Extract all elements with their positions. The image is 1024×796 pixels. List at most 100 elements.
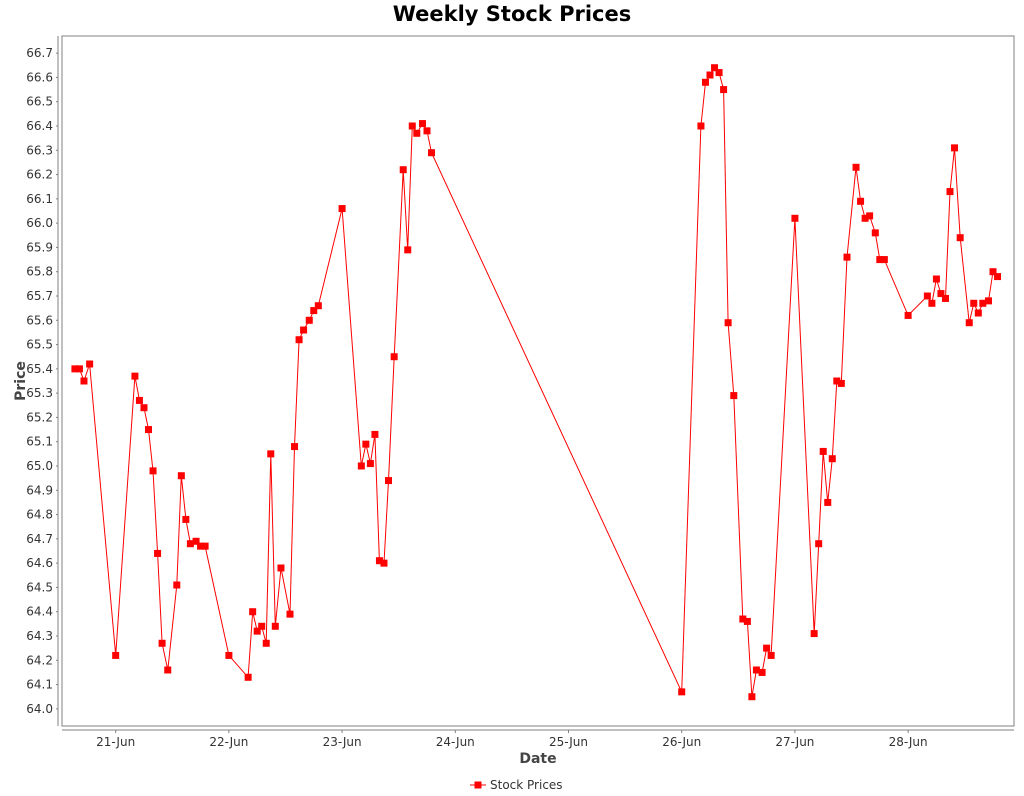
y-tick-label: 66.1 (26, 192, 53, 206)
data-point (815, 540, 823, 548)
data-point (970, 299, 978, 307)
y-tick-label: 66.5 (26, 95, 53, 109)
data-point (923, 292, 931, 300)
y-tick-label: 65.5 (26, 338, 53, 352)
data-point (857, 197, 865, 205)
y-tick-label: 64.9 (26, 483, 53, 497)
chart-title: Weekly Stock Prices (392, 2, 632, 26)
data-point (810, 630, 818, 638)
x-tick-label: 26-Jun (662, 735, 701, 749)
data-point (177, 472, 185, 480)
data-point (404, 246, 412, 254)
data-point (974, 309, 982, 317)
data-point (979, 299, 987, 307)
data-point (286, 610, 294, 618)
data-point (833, 377, 841, 385)
y-axis: 64.0 64.1 64.2 64.3 64.4 64.5 64.6 64.7 64.8 64.9… (26, 36, 59, 726)
data-point (149, 467, 157, 475)
data-point (71, 365, 79, 373)
data-point (182, 515, 190, 523)
y-tick-label: 65.6 (26, 313, 53, 327)
y-tick-label: 64.2 (26, 653, 53, 667)
data-point (249, 608, 257, 616)
y-tick-label: 66.2 (26, 168, 53, 182)
data-point (112, 651, 120, 659)
data-point (739, 615, 747, 623)
data-point (989, 268, 997, 276)
data-point (140, 404, 148, 412)
data-point (928, 299, 936, 307)
data-point (201, 542, 209, 550)
x-axis: 21-Jun 22-Jun 23-Jun 24-Jun 25-Jun 26-Jun 27-J… (62, 729, 1014, 749)
y-tick-label: 64.7 (26, 532, 53, 546)
data-point (271, 622, 279, 630)
data-point (763, 644, 771, 652)
data-point (310, 307, 318, 315)
data-point (300, 326, 308, 334)
data-point (828, 455, 836, 463)
data-point (197, 542, 205, 550)
data-point (837, 379, 845, 387)
data-point (225, 651, 233, 659)
y-tick-label: 65.0 (26, 459, 53, 473)
data-point (158, 639, 166, 647)
data-point (880, 256, 888, 264)
data-point (871, 229, 879, 237)
data-point (366, 460, 374, 468)
y-tick-label: 65.4 (26, 362, 53, 376)
data-point (380, 559, 388, 567)
y-tick-label: 65.3 (26, 386, 53, 400)
y-tick-label: 65.8 (26, 265, 53, 279)
data-point (262, 639, 270, 647)
data-point (701, 78, 709, 86)
data-point (819, 447, 827, 455)
data-point (724, 319, 732, 327)
x-tick-label: 24-Jun (436, 735, 475, 749)
y-tick-label: 66.0 (26, 216, 53, 230)
data-point (758, 668, 766, 676)
data-point (338, 205, 346, 213)
data-point (399, 166, 407, 174)
data-point (852, 163, 860, 171)
x-tick-label: 27-Jun (775, 735, 814, 749)
data-point (86, 360, 94, 368)
data-point (362, 440, 370, 448)
y-tick-label: 64.8 (26, 508, 53, 522)
data-point (715, 69, 723, 77)
data-point (253, 627, 261, 635)
y-tick-label: 65.2 (26, 410, 53, 424)
data-point (743, 617, 751, 625)
data-point (843, 253, 851, 261)
data-point (154, 549, 162, 557)
data-point (164, 666, 172, 674)
data-point (173, 581, 181, 589)
data-point (791, 214, 799, 222)
y-tick-label: 64.1 (26, 678, 53, 692)
data-point (418, 120, 426, 128)
x-tick-label: 28-Jun (889, 735, 928, 749)
data-point (408, 122, 416, 130)
data-point (357, 462, 365, 470)
data-point (876, 256, 884, 264)
data-point (904, 311, 912, 319)
y-tick-label: 66.4 (26, 119, 53, 133)
data-point (267, 450, 275, 458)
y-tick-label: 66.6 (26, 70, 53, 84)
data-point (277, 564, 285, 572)
y-tick-label: 64.3 (26, 629, 53, 643)
data-point (291, 443, 299, 451)
data-point (752, 666, 760, 674)
x-tick-label: 23-Jun (323, 735, 362, 749)
data-point (994, 273, 1002, 281)
data-point (965, 319, 973, 327)
y-tick-label: 65.7 (26, 289, 53, 303)
data-point (295, 336, 303, 344)
data-point (75, 365, 83, 373)
y-tick-label: 64.6 (26, 556, 53, 570)
data-point (937, 290, 945, 298)
legend-marker (474, 781, 482, 789)
data-point (390, 353, 398, 361)
data-point (258, 622, 266, 630)
data-point (951, 144, 959, 152)
